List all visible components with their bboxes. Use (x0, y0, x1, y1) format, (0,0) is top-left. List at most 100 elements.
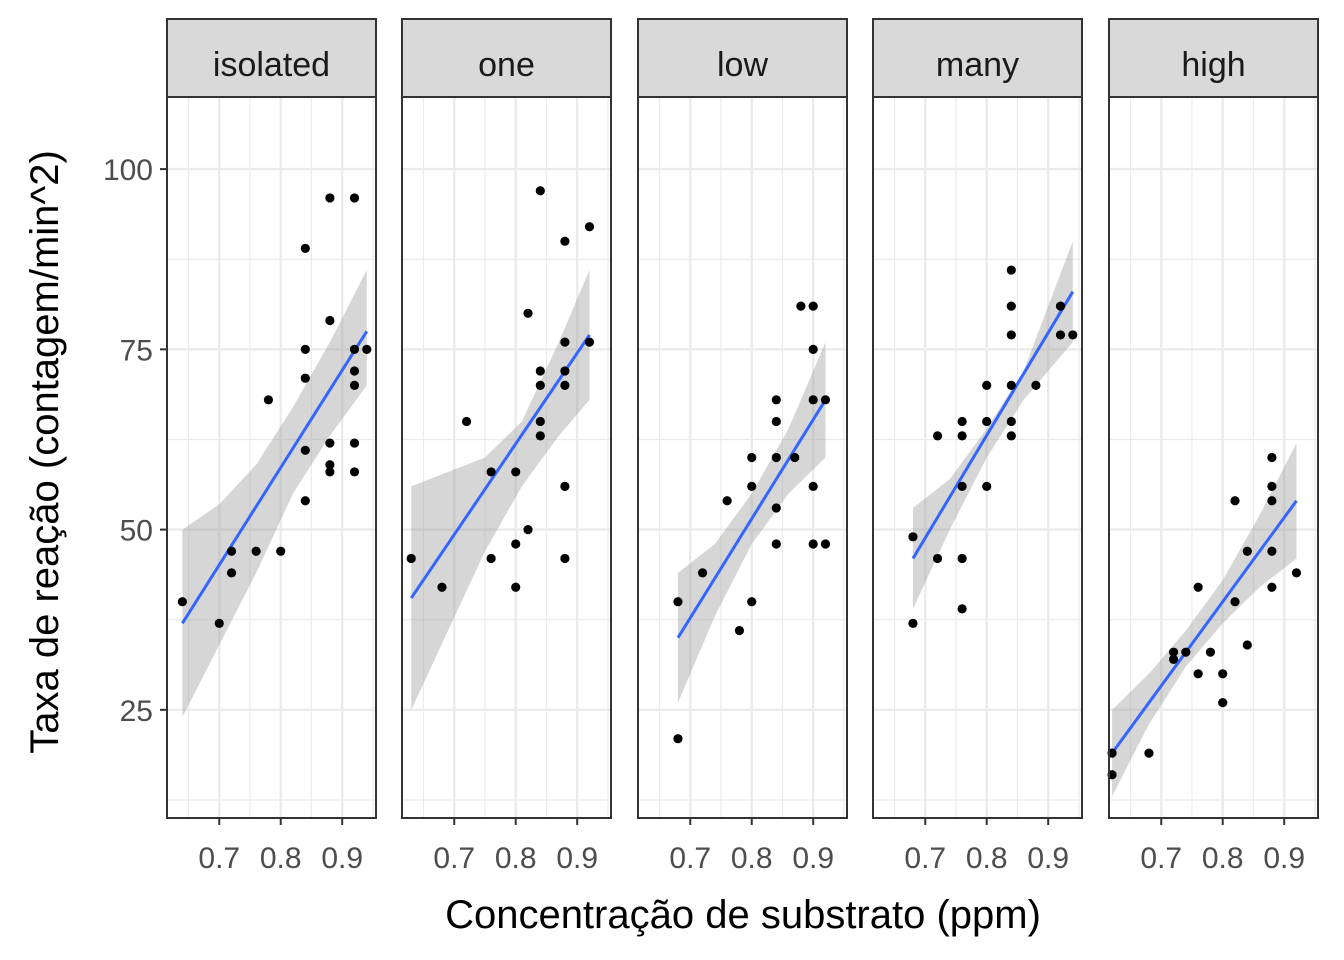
data-point (697, 568, 708, 578)
data-point (957, 481, 967, 491)
panel-isolated: isolated 0.7 0.8 0.9 (166, 18, 377, 875)
data-point (584, 337, 595, 347)
data-point (673, 597, 683, 607)
data-point (673, 734, 683, 744)
x-tick-label: 0.7 (669, 842, 711, 875)
x-tick-label: 0.9 (556, 842, 598, 875)
data-point (325, 315, 335, 326)
data-point (808, 301, 818, 311)
data-point (1267, 452, 1277, 463)
y-tick-label: 100 (103, 154, 153, 187)
data-point (796, 301, 806, 311)
data-point (560, 337, 570, 347)
data-point (1291, 568, 1302, 578)
facet-strip (872, 18, 1083, 98)
x-tick-label: 0.9 (792, 842, 834, 875)
facet-strip (401, 18, 612, 98)
x-tick-label: 0.8 (495, 842, 537, 875)
y-tick-label: 25 (120, 695, 153, 728)
x-tick-label: 0.8 (731, 842, 773, 875)
fit-line (1110, 499, 1298, 754)
data-point (1006, 330, 1016, 340)
data-point (251, 546, 261, 556)
data-point (1006, 431, 1016, 441)
y-axis-title: Taxa de reação (contagem/min^2) (23, 150, 67, 754)
data-point (1144, 748, 1154, 758)
data-point (263, 395, 274, 405)
data-point (560, 481, 570, 491)
data-point (908, 532, 918, 542)
data-point (1230, 496, 1240, 506)
confidence-ribbon (182, 270, 367, 718)
data-point (1193, 669, 1203, 679)
data-point (747, 481, 757, 491)
data-point (1193, 582, 1203, 592)
data-point (932, 553, 943, 564)
data-point (1055, 301, 1066, 311)
data-point (808, 481, 818, 491)
data-point (982, 416, 992, 427)
data-point (957, 416, 967, 427)
x-tick-label: 0.7 (904, 842, 946, 875)
panel-low: low 0.7 0.8 0.9 (637, 18, 848, 875)
data-point (349, 467, 360, 477)
facet-strip (637, 18, 848, 98)
data-point (560, 236, 570, 246)
data-point (957, 431, 967, 441)
data-point (214, 618, 224, 628)
facet-strip-label: many (936, 46, 1019, 84)
data-point (535, 186, 545, 196)
data-point (300, 496, 310, 506)
data-point (1218, 669, 1228, 679)
data-point (325, 460, 335, 470)
data-point (461, 416, 472, 427)
y-tick-label: 75 (120, 334, 153, 367)
data-point (486, 467, 496, 477)
x-tick-label: 0.7 (433, 842, 475, 875)
data-point (1031, 380, 1041, 390)
data-point (1218, 698, 1228, 708)
data-point (808, 395, 818, 405)
confidence-ribbon (1112, 443, 1297, 797)
facet-strip-label: one (478, 46, 535, 84)
data-point (362, 344, 372, 354)
facet-strip (1108, 18, 1319, 98)
data-point (349, 380, 360, 390)
data-point (349, 438, 360, 448)
x-tick-label: 0.8 (1202, 842, 1244, 875)
panel-many: many 0.7 0.8 0.9 (872, 18, 1083, 875)
data-point (486, 553, 496, 564)
data-point (957, 553, 967, 564)
data-point (535, 366, 545, 376)
data-point (511, 582, 521, 592)
facet-strip-label: low (717, 46, 768, 84)
data-point (523, 308, 533, 318)
fit-line (409, 334, 591, 599)
fit-line (911, 290, 1075, 560)
data-point (982, 380, 992, 390)
data-point (771, 395, 781, 405)
data-point (349, 193, 360, 203)
data-point (1267, 582, 1277, 592)
data-point (771, 416, 781, 427)
data-point (511, 467, 521, 477)
x-tick-label: 0.9 (321, 842, 363, 875)
data-point (276, 546, 286, 556)
x-tick-label: 0.7 (1140, 842, 1182, 875)
data-point (177, 597, 187, 607)
data-point (300, 373, 310, 383)
data-point (1006, 265, 1016, 275)
data-point (1267, 496, 1277, 506)
data-point (982, 481, 992, 491)
data-point (1006, 301, 1016, 311)
data-point (349, 366, 360, 376)
facet-strip (166, 18, 377, 98)
data-point (226, 568, 237, 578)
data-point (300, 445, 310, 455)
data-point (1068, 330, 1078, 340)
panel-high: high 0.7 0.8 0.9 (1107, 18, 1319, 875)
confidence-ribbon (677, 342, 826, 703)
data-point (1055, 330, 1066, 340)
data-point (437, 582, 447, 592)
